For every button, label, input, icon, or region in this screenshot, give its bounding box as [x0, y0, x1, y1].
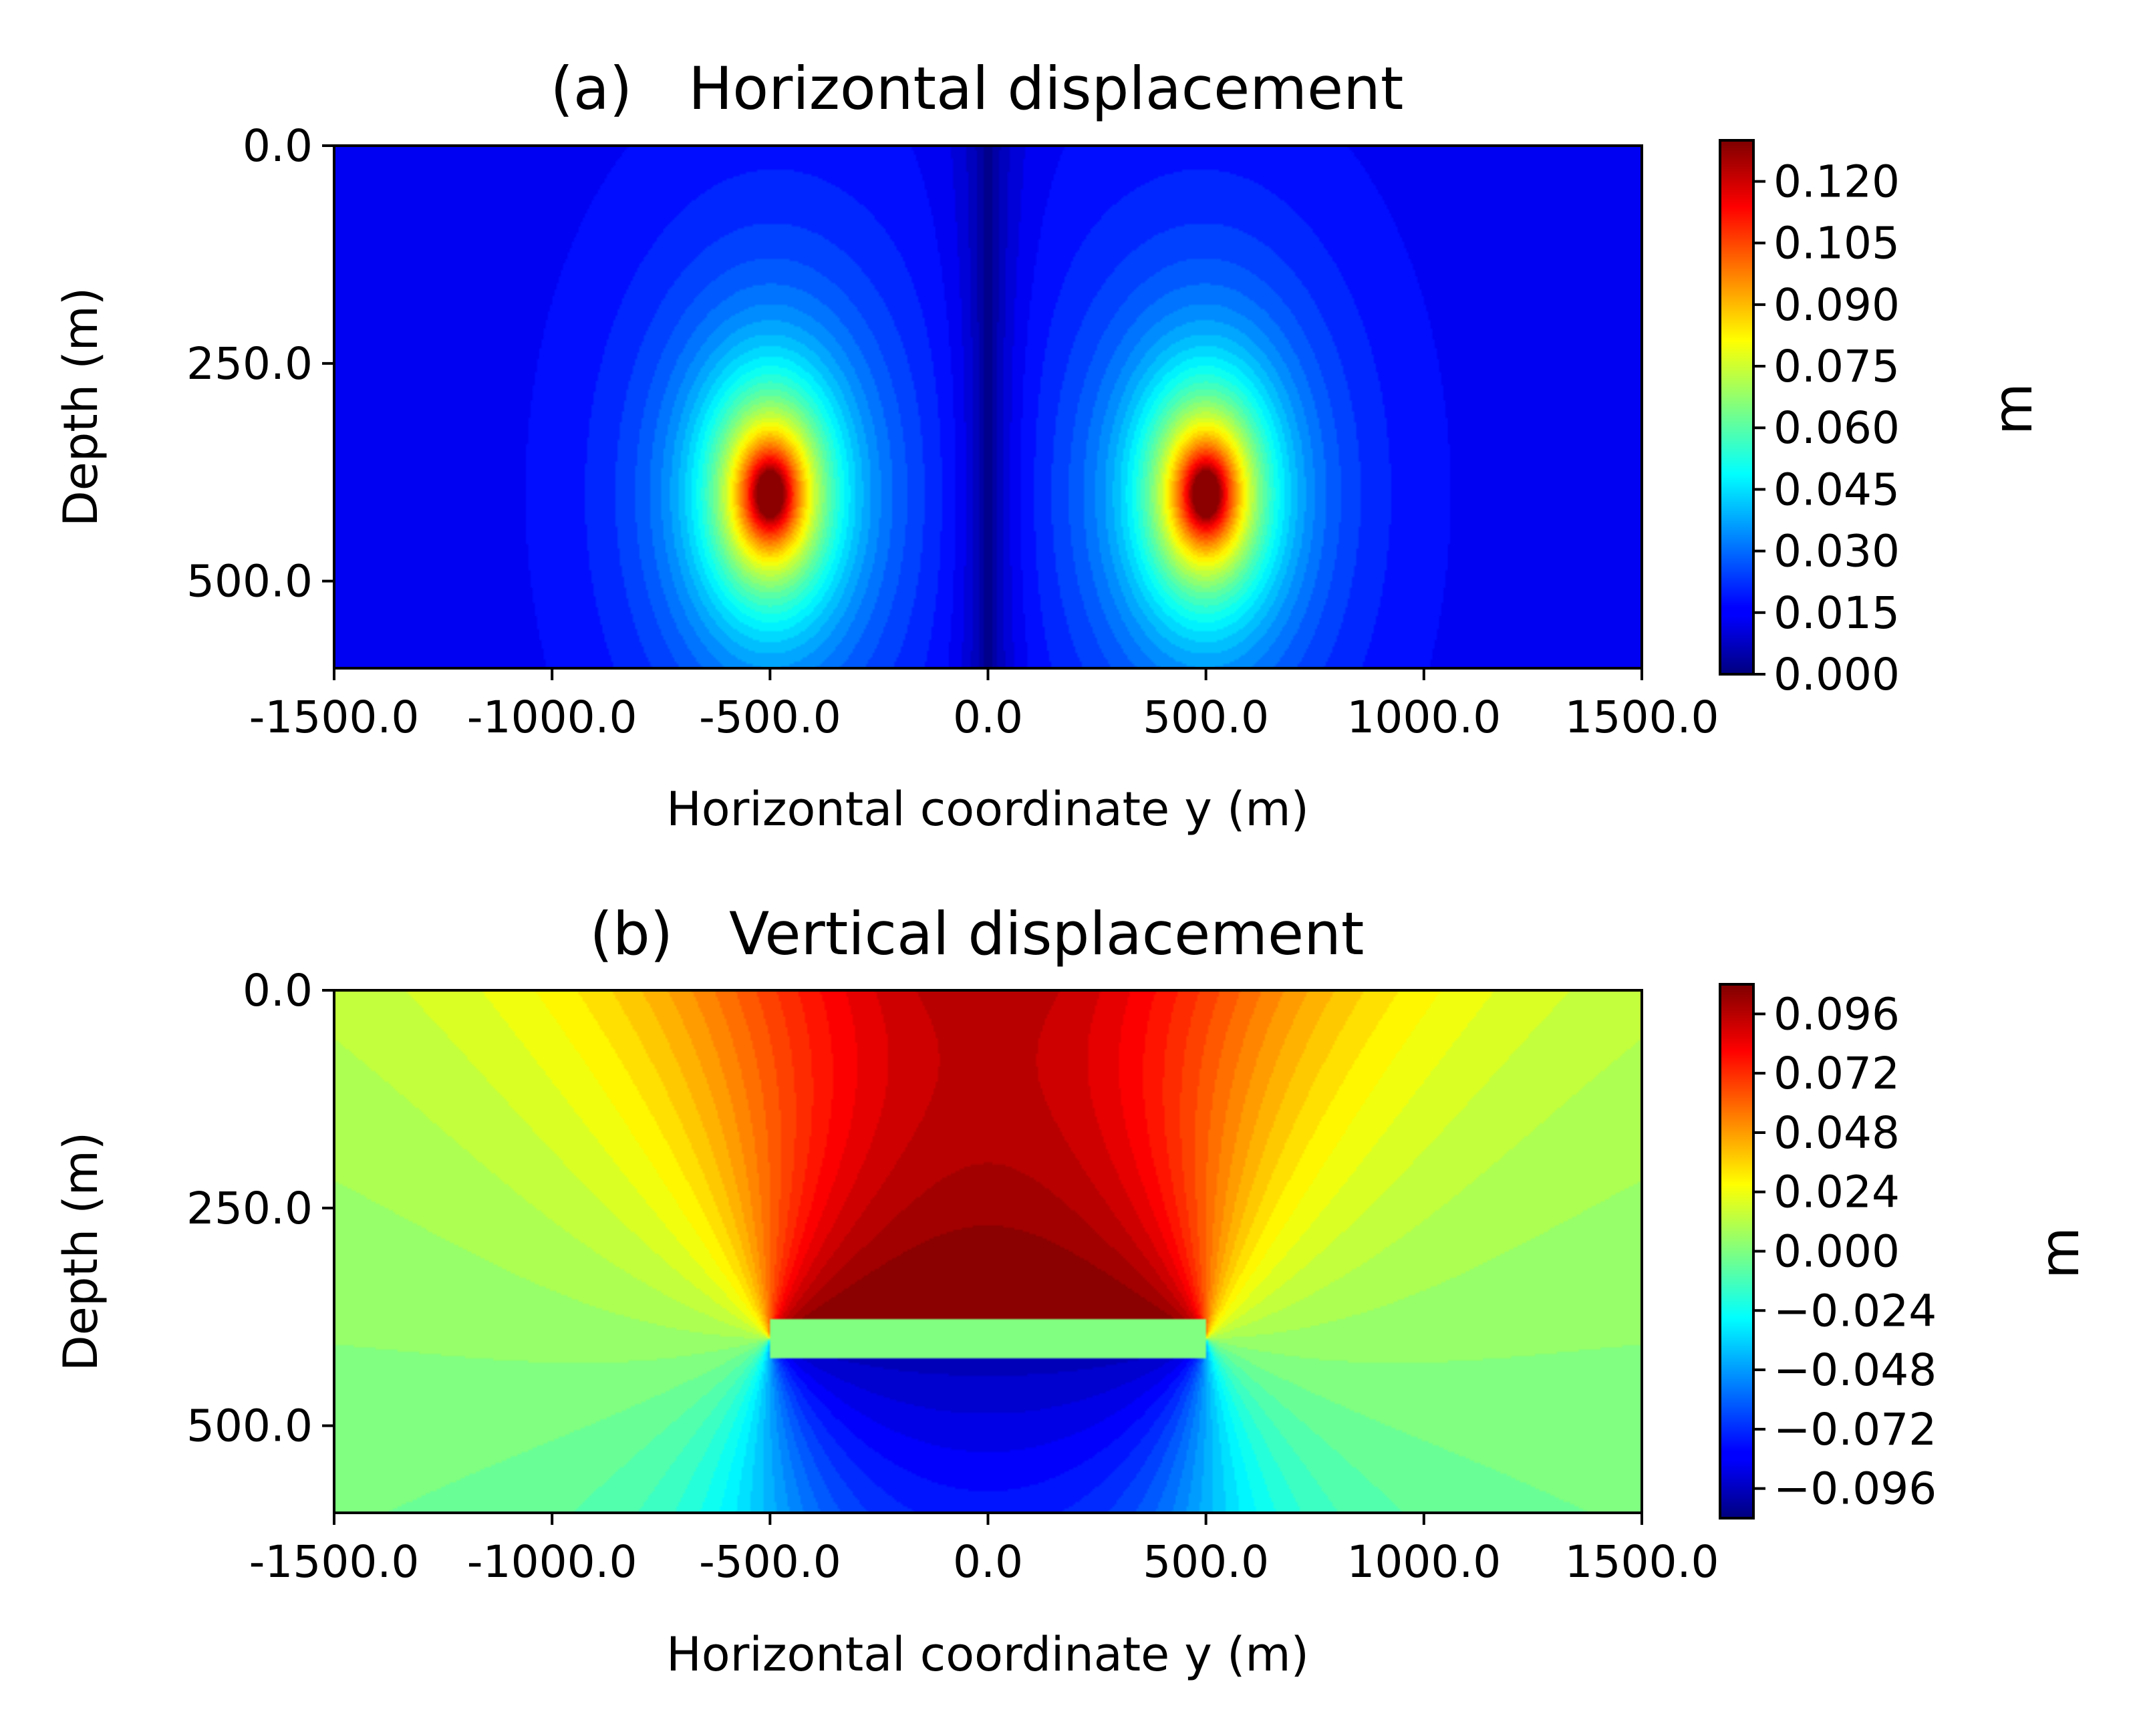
x-tick-label: -1500.0	[249, 1536, 420, 1588]
panel-a-colorbar-ticks: 0.000 0.015 0.030 0.045 0.060 0.075 0.090 0.105…	[1753, 156, 1900, 700]
colorbar-tick-label: −0.024	[1773, 1285, 1937, 1336]
x-tick-label: 0.0	[953, 692, 1023, 743]
panel-a-xticks: -1500.0 -1000.0 -500.0 0.0 500.0 1000.0 1500.0	[249, 668, 1719, 743]
x-tick-label: 0.0	[953, 1536, 1023, 1588]
panel-b: (b) Vertical displacement -1500.0 -1000.0…	[53, 899, 2091, 1682]
x-tick-label: 500.0	[1143, 692, 1269, 743]
x-tick-label: -1000.0	[467, 1536, 637, 1588]
colorbar-tick-label: 0.096	[1773, 988, 1900, 1040]
panel-a: (a) Horizontal displacement -1500.0 -1000…	[53, 54, 2044, 837]
panel-b-colorbar-ticks: −0.096 −0.072 −0.048 −0.024 0.000 0.024 0.048 0…	[1753, 988, 1937, 1515]
panel-a-title: (a) Horizontal displacement	[551, 54, 1404, 123]
colorbar-tick-label: 0.120	[1773, 156, 1900, 207]
colorbar-tick-label: 0.105	[1773, 218, 1900, 269]
panel-b-xticks: -1500.0 -1000.0 -500.0 0.0 500.0 1000.0 1500.0	[249, 1513, 1719, 1588]
x-tick-label: -1000.0	[467, 692, 637, 743]
colorbar-tick-label: 0.015	[1773, 587, 1900, 639]
panel-b-xlabel: Horizontal coordinate y (m)	[666, 1627, 1309, 1682]
panel-b-title: (b) Vertical displacement	[590, 899, 1365, 968]
x-tick-label: 1500.0	[1565, 1536, 1719, 1588]
colorbar-tick-label: 0.090	[1773, 279, 1900, 331]
panel-a-ylabel: Depth (m)	[53, 287, 108, 527]
panel-a-colorbar	[1719, 139, 1755, 676]
x-tick-label: 1500.0	[1565, 692, 1719, 743]
colorbar-tick-label: −0.048	[1773, 1344, 1937, 1396]
colorbar-tick-label: 0.030	[1773, 526, 1900, 577]
colorbar-tick-label: 0.072	[1773, 1048, 1900, 1099]
x-tick-label: -500.0	[699, 692, 841, 743]
colorbar-tick-label: 0.075	[1773, 341, 1900, 392]
y-tick-label: 500.0	[186, 556, 313, 607]
colorbar-tick-label: 0.024	[1773, 1167, 1900, 1218]
panel-a-yticks: 0.0 250.0 500.0	[186, 120, 334, 607]
y-tick-label: 500.0	[186, 1401, 313, 1452]
colorbar-tick-label: −0.096	[1773, 1463, 1937, 1515]
colorbar-tick-label: −0.072	[1773, 1404, 1937, 1455]
x-tick-label: 1000.0	[1346, 692, 1501, 743]
colorbar-tick-label: 0.045	[1773, 464, 1900, 515]
panel-a-heatmap	[334, 146, 1642, 668]
panel-b-colorbar-label: m	[2029, 1227, 2091, 1279]
panel-a-xlabel: Horizontal coordinate y (m)	[666, 782, 1309, 837]
colorbar-tick-label: 0.000	[1773, 649, 1900, 700]
x-tick-label: -500.0	[699, 1536, 841, 1588]
x-tick-label: 1000.0	[1346, 1536, 1501, 1588]
colorbar-tick-label: 0.048	[1773, 1107, 1900, 1159]
y-tick-label: 250.0	[186, 1183, 313, 1234]
panel-a-colorbar-label: m	[1982, 383, 2044, 435]
panel-b-yticks: 0.0 250.0 500.0	[186, 965, 334, 1452]
colorbar-tick-label: 0.060	[1773, 402, 1900, 454]
panel-b-heatmap	[334, 990, 1642, 1513]
panel-b-ylabel: Depth (m)	[53, 1132, 108, 1371]
x-tick-label: -1500.0	[249, 692, 420, 743]
panel-b-colorbar	[1719, 983, 1755, 1520]
y-tick-label: 0.0	[243, 120, 313, 172]
colorbar-tick-label: 0.000	[1773, 1226, 1900, 1278]
x-tick-label: 500.0	[1143, 1536, 1269, 1588]
y-tick-label: 250.0	[186, 338, 313, 390]
y-tick-label: 0.0	[243, 965, 313, 1016]
